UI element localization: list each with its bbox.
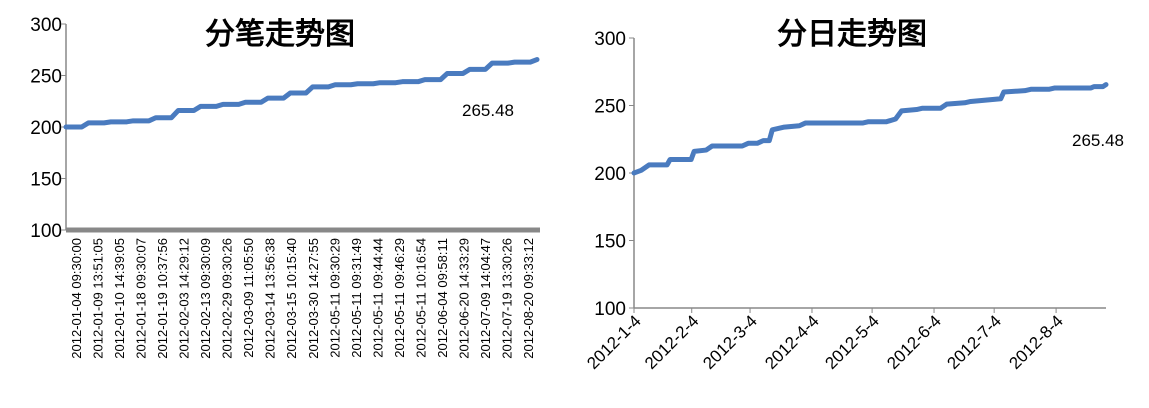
chart1-x-tick-label: 2012-01-19 10:37:56 [155, 238, 170, 359]
chart1-y-tick-label: 300 [30, 15, 62, 36]
chart1-x-tick-label: 2012-05-11 09:46:29 [392, 238, 407, 358]
chart1-x-tick-label: 2012-06-04 09:58:11 [435, 238, 450, 358]
chart1-x-tick-label: 2012-07-09 14:04:47 [478, 238, 493, 359]
chart2-x-tick-label: 2012-5-4 [821, 311, 883, 373]
chart1-x-tick-label: 2012-01-10 14:39:05 [112, 238, 127, 359]
chart2-x-tick-label: 2012-7-4 [943, 311, 1005, 373]
chart1-x-tick-label: 2012-03-09 11:05:50 [241, 238, 256, 358]
chart1-x-tick-label: 2012-02-03 14:29:12 [177, 238, 192, 359]
chart2-x-tick-label: 2012-4-4 [761, 311, 823, 373]
chart1-x-tick-label: 2012-05-11 09:31:49 [349, 238, 364, 358]
chart1-x-tick-label: 2012-06-20 14:33:29 [457, 238, 472, 359]
chart1-x-tick-label: 2012-05-11 09:30:29 [327, 238, 342, 358]
chart1-x-tick-label: 2012-03-15 10:15:40 [284, 238, 299, 359]
chart2-series-line [631, 82, 1109, 176]
chart1-y-tick-label: 250 [30, 67, 62, 88]
tick-chart: 分笔走势图 100 150 200 250 300 2012-01-04 09:30:0… [30, 15, 540, 359]
chart2-x-tick-label: 2012-1-4 [583, 311, 645, 373]
chart2-y-tick-label: 200 [594, 164, 626, 185]
chart1-title: 分笔走势图 [205, 17, 355, 52]
chart1-x-tick-label: 2012-07-19 13:30:26 [500, 238, 515, 359]
chart2-x-tick-label: 2012-6-4 [883, 311, 945, 373]
chart1-x-tick-label: 2012-01-04 09:30:00 [69, 238, 84, 359]
chart2-y-tick-label: 250 [594, 97, 626, 118]
chart1-y-tick-label: 200 [30, 118, 62, 139]
chart2-data-label: 265.48 [1072, 131, 1124, 150]
chart1-x-tick-label: 2012-02-13 09:30:09 [198, 238, 213, 359]
chart1-x-tick-label: 2012-05-11 09:44:44 [370, 238, 385, 358]
chart2-y-tick-label: 300 [594, 29, 626, 50]
chart2-x-tick-label: 2012-3-4 [699, 311, 761, 373]
chart1-x-tick-label: 2012-03-14 13:56:38 [263, 238, 278, 359]
chart2-title: 分日走势图 [777, 17, 927, 52]
chart1-x-tick-label: 2012-03-30 14:27:55 [306, 238, 321, 359]
chart1-y-tick-label: 150 [30, 170, 62, 191]
chart1-series-line [63, 57, 540, 130]
chart1-x-tick-label: 2012-02-29 09:30:26 [220, 238, 235, 359]
chart1-x-tick-label: 2012-05-11 10:16:54 [414, 238, 429, 358]
chart1-data-label: 265.48 [462, 101, 514, 120]
chart2-x-tick-label: 2012-2-4 [641, 311, 703, 373]
chart1-x-tick-label: 2012-08-20 09:33:12 [521, 238, 536, 359]
chart1-x-tick-label: 2012-01-09 13:51:05 [90, 238, 105, 359]
chart1-y-tick-label: 100 [30, 221, 62, 242]
chart2-x-tick-label: 2012-8-4 [1005, 311, 1067, 373]
chart2-y-tick-label: 150 [594, 232, 626, 253]
chart2-y-tick-label: 100 [594, 299, 626, 320]
chart1-x-tick-label: 2012-01-18 09:30:07 [133, 238, 148, 359]
